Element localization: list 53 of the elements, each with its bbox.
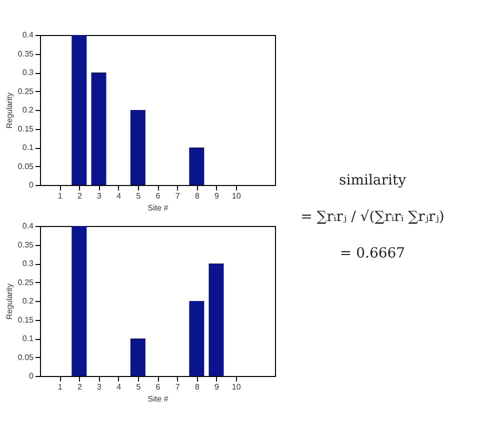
y-tick-label: 0.35	[18, 49, 34, 58]
y-tick-label: 0.2	[22, 296, 34, 306]
y-tick-label: 0.15	[18, 315, 34, 324]
x-tick-label: 4	[116, 192, 122, 200]
x-tick-label: 8	[194, 382, 200, 392]
x-tick-label: 9	[214, 382, 220, 392]
x-tick-label: 10	[232, 192, 242, 200]
x-tick-label: 7	[175, 192, 180, 200]
y-tick-label: 0	[29, 180, 34, 190]
y-tick-label: 0.25	[18, 86, 34, 96]
bar	[72, 226, 87, 376]
bar	[91, 72, 106, 185]
x-tick-label: 6	[156, 192, 161, 200]
y-tick-label: 0.1	[22, 143, 34, 152]
y-tick-label: 0	[29, 372, 34, 380]
y-tick-label: 0.3	[22, 68, 34, 77]
y-tick-label: 0.35	[18, 240, 34, 250]
bar	[208, 264, 224, 376]
x-tick-label: 1	[58, 192, 63, 200]
x-tick-label: 4	[116, 382, 122, 392]
x-tick-label: 1	[58, 382, 63, 392]
y-axis-title: Regularity	[4, 283, 14, 320]
bar	[130, 110, 146, 185]
y-tick-label: 0.25	[18, 278, 34, 287]
y-tick-label: 0.05	[18, 162, 34, 171]
text: similarity	[339, 172, 406, 188]
y-axis-title: Regularity	[4, 92, 14, 129]
x-tick-label: 7	[175, 382, 180, 392]
x-axis-title: Site #	[148, 204, 169, 212]
y-tick-label: 0.15	[18, 124, 34, 134]
x-tick-label: 2	[77, 382, 82, 392]
x-tick-label: 2	[77, 192, 82, 200]
x-tick-label: 3	[97, 382, 102, 392]
x-tick-label: 6	[156, 382, 161, 392]
x-tick-label: 8	[194, 192, 200, 200]
x-tick-label: 5	[136, 382, 142, 392]
bar	[189, 148, 204, 185]
y-tick-label: 0.3	[22, 259, 34, 268]
text: = ∑rᵢrⱼ / √(∑rᵢrᵢ ∑rⱼrⱼ)	[300, 209, 444, 225]
x-tick-label: 5	[136, 192, 142, 200]
x-tick-label: 9	[214, 192, 220, 200]
x-tick-label: 3	[97, 192, 102, 200]
x-axis-title: Site #	[148, 394, 169, 404]
text: = 0.6667	[340, 246, 406, 262]
y-tick-label: 0.2	[22, 106, 34, 114]
x-tick-label: 10	[232, 382, 242, 392]
y-tick-label: 0.4	[22, 30, 34, 40]
y-tick-label: 0.05	[18, 352, 34, 362]
y-tick-label: 0.1	[22, 334, 34, 343]
bar	[130, 338, 146, 376]
y-tick-label: 0.4	[22, 222, 34, 230]
bar	[189, 301, 204, 376]
bar	[72, 35, 87, 185]
